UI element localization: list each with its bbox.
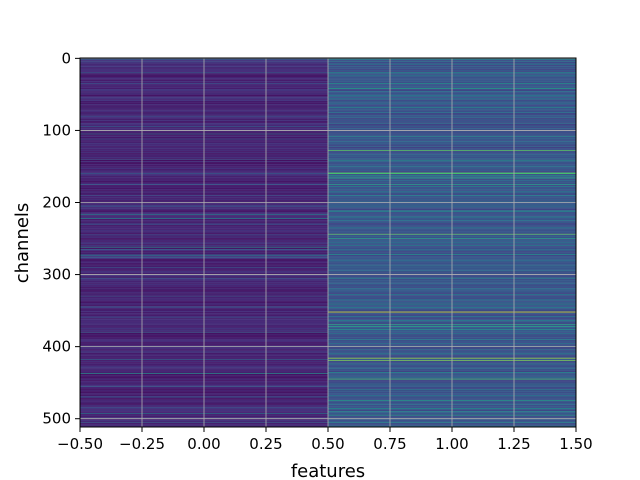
x-tick-label: 0.75 bbox=[373, 435, 406, 453]
x-axis: −0.50 −0.25 0.00 0.25 0.50 0.75 1.00 1.25 1.50 bbox=[57, 427, 593, 453]
x-tick-label: 0.00 bbox=[187, 435, 220, 453]
x-tick-label: 0.25 bbox=[249, 435, 282, 453]
y-tick-label: 400 bbox=[42, 338, 71, 356]
y-tick-label: 100 bbox=[42, 121, 71, 139]
x-axis-label: features bbox=[291, 461, 365, 480]
y-tick-label: 500 bbox=[42, 410, 71, 428]
x-tick-label: 1.25 bbox=[497, 435, 530, 453]
y-tick-label: 0 bbox=[61, 49, 71, 67]
y-tick-label: 300 bbox=[42, 266, 71, 284]
x-tick-label: 1.50 bbox=[559, 435, 592, 453]
x-tick-label: −0.50 bbox=[57, 435, 103, 453]
x-tick-label: −0.25 bbox=[119, 435, 165, 453]
y-axis: 0 100 200 300 400 500 bbox=[42, 49, 80, 428]
y-axis-label: channels bbox=[12, 203, 33, 284]
x-tick-label: 0.50 bbox=[311, 435, 344, 453]
y-tick-label: 200 bbox=[42, 194, 71, 212]
x-tick-label: 1.00 bbox=[435, 435, 468, 453]
